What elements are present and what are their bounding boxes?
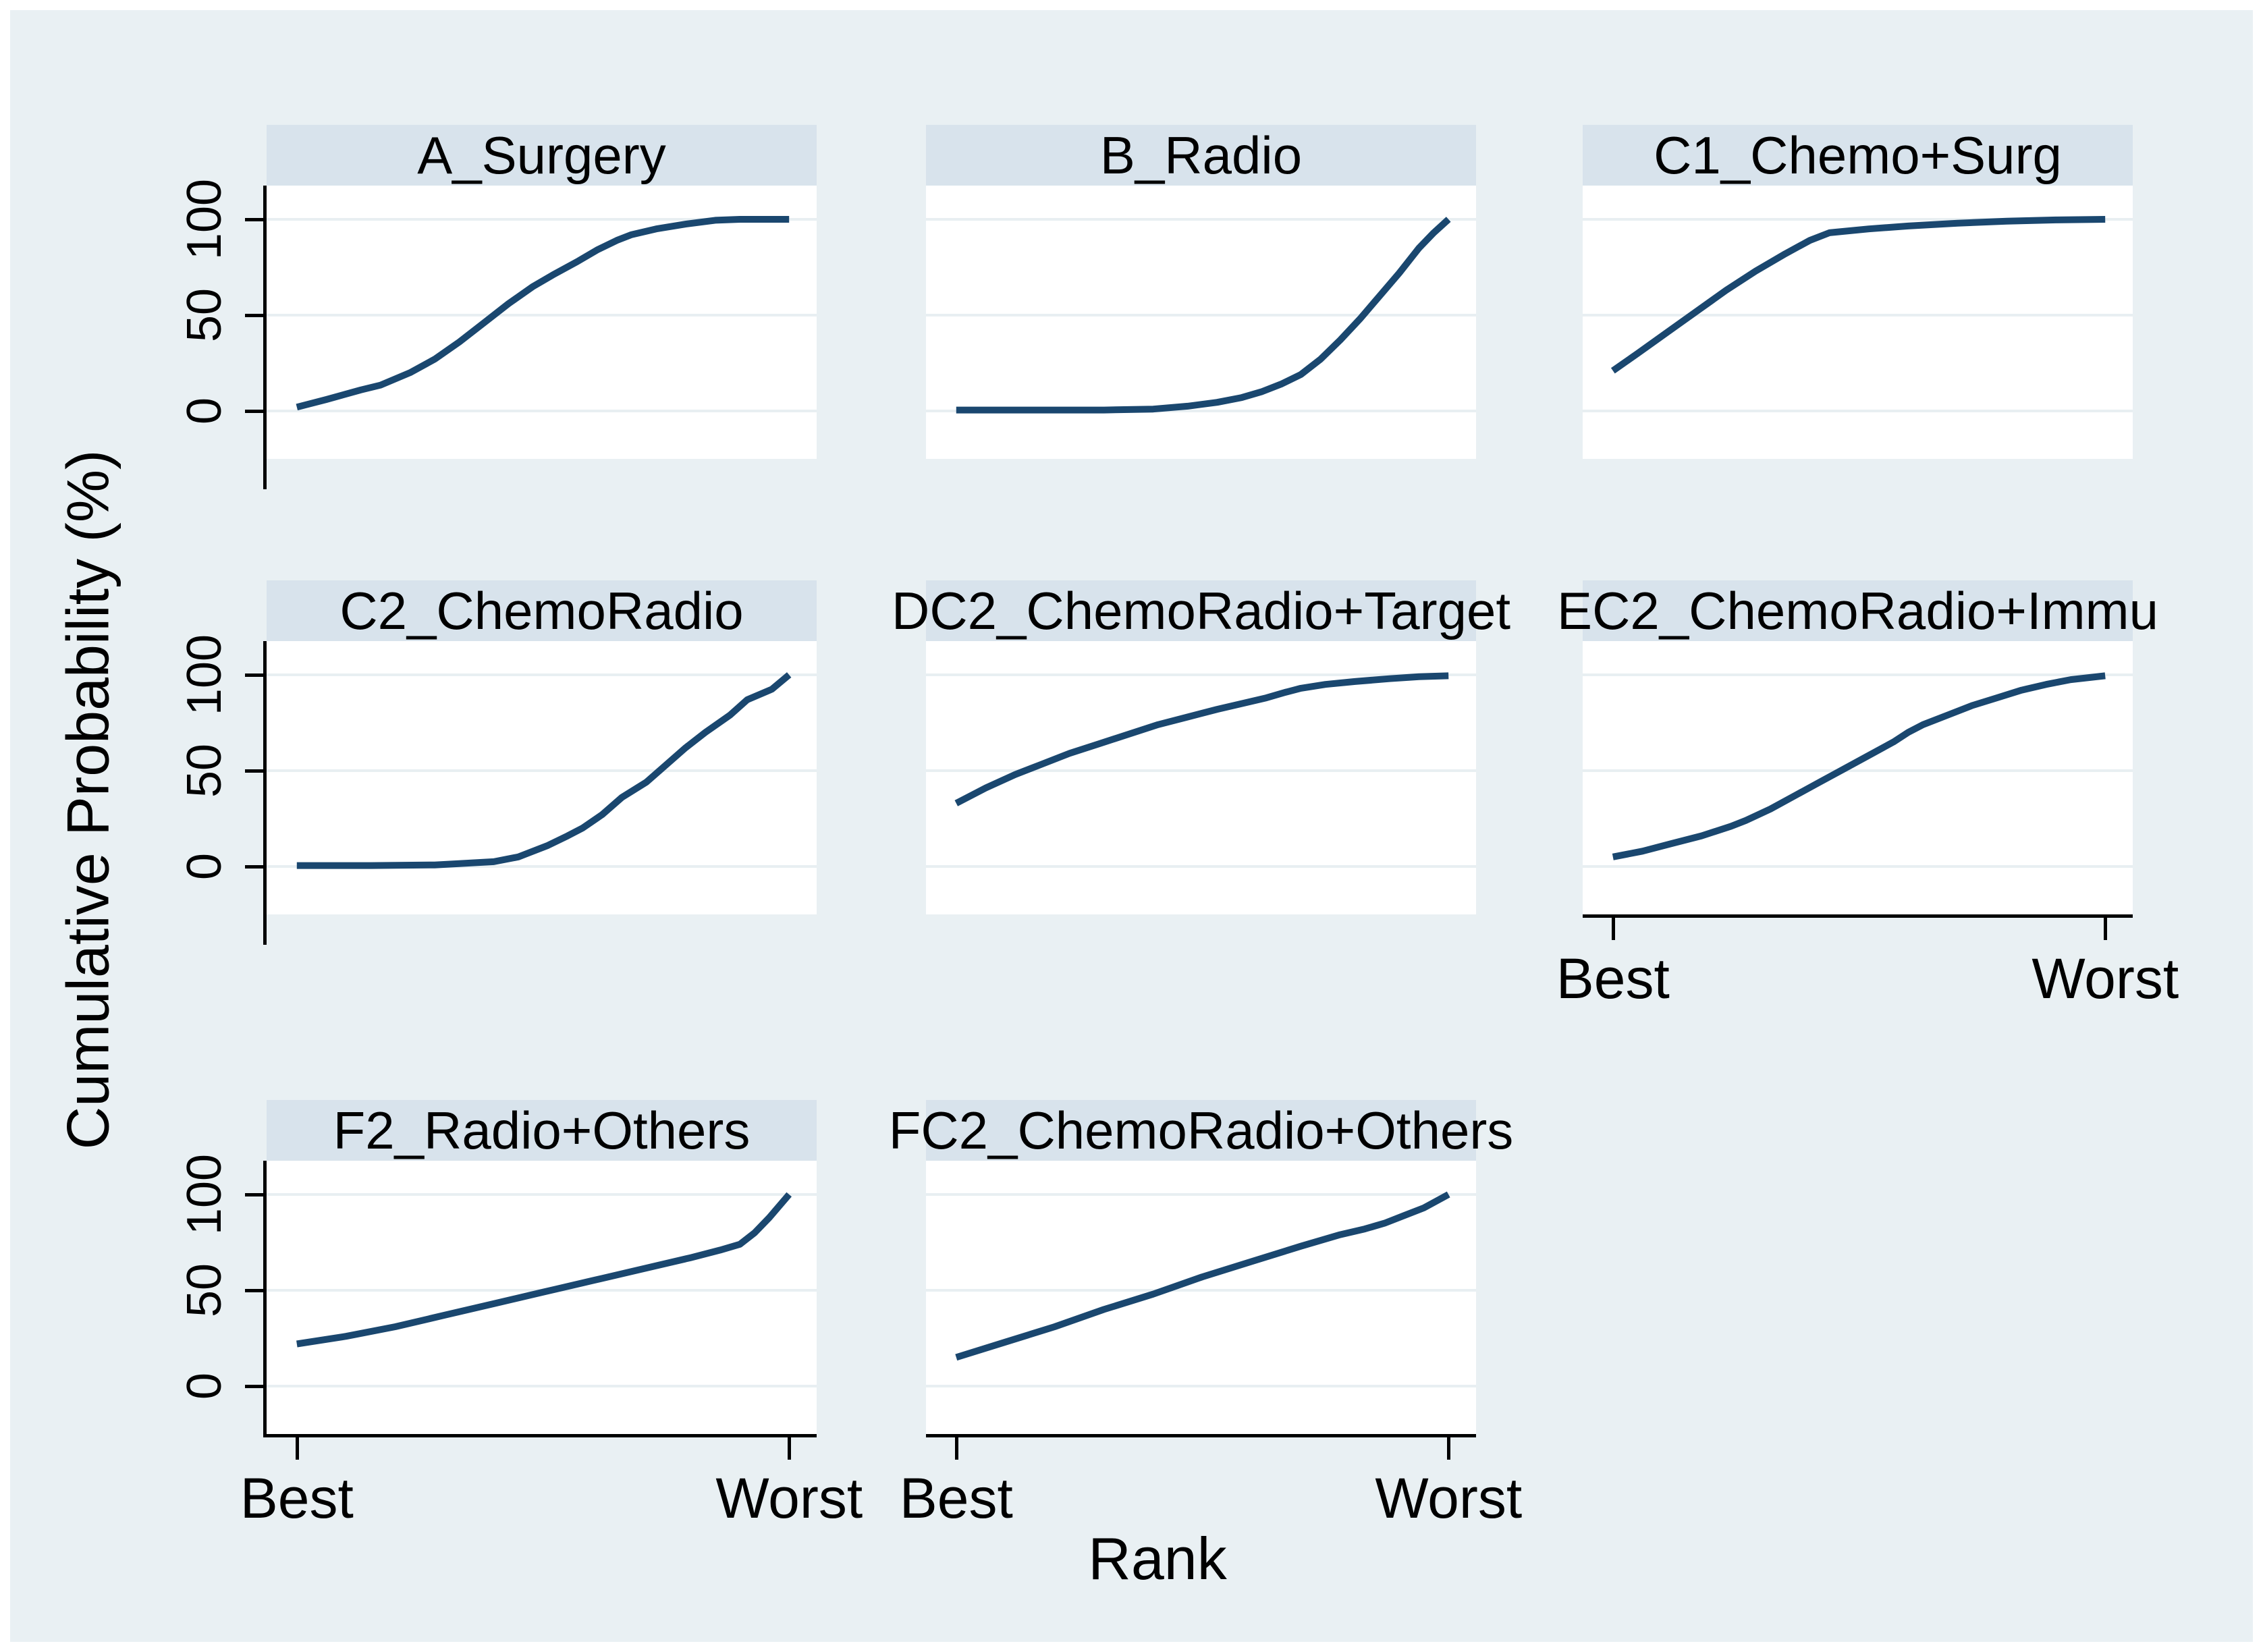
cumulative-probability-curve — [267, 1192, 817, 1387]
figure-canvas: Cumulative Probability (%) Rank A_Surger… — [10, 10, 2253, 1642]
plot-area: 100 50 0 — [178, 179, 817, 489]
panel-c2-chemoradio: C2_ChemoRadio 100 50 0 — [178, 580, 817, 945]
cumulative-probability-curve — [926, 672, 1476, 868]
panel-dc2-chemoradio-target: DC2_ChemoRadio+Target — [892, 580, 1510, 914]
curve-line — [296, 672, 792, 869]
panel-title: C2_ChemoRadio — [267, 580, 817, 641]
x-tick-best — [1611, 918, 1615, 940]
y-tick-100 — [245, 218, 264, 221]
curve-line — [1612, 672, 2106, 860]
y-tick-50 — [245, 769, 264, 773]
y-axis-line — [263, 641, 267, 945]
panel-title: FC2_ChemoRadio+Others — [888, 1100, 1514, 1161]
plot-area — [926, 186, 1476, 459]
panel-title: A_Surgery — [267, 125, 817, 186]
y-axis-line — [263, 1161, 267, 1437]
y-tick-0 — [245, 410, 264, 413]
curve-line — [954, 672, 1449, 806]
x-axis-title-text: Rank — [1088, 1525, 1227, 1592]
plot-area: Best Worst — [1556, 641, 2179, 1010]
y-tick-0 — [245, 1385, 264, 1388]
curve-line — [956, 217, 1451, 414]
y-axis-title-text: Cumulative Probability (%) — [54, 449, 121, 1150]
panel-title: EC2_ChemoRadio+Immu — [1557, 580, 2158, 641]
y-tick-50 — [245, 314, 264, 317]
x-axis-line — [1583, 914, 2133, 918]
y-axis-line — [263, 186, 267, 489]
panel-title: DC2_ChemoRadio+Target — [892, 580, 1510, 641]
plot-area — [1583, 186, 2133, 459]
x-axis-line — [267, 1434, 817, 1437]
x-tick-best — [954, 1437, 958, 1460]
panel-f2-radio-others: F2_Radio+Others 100 50 0 Best Worst — [178, 1100, 863, 1530]
panel-fc2-chemoradio-others: FC2_ChemoRadio+Others Best Worst — [888, 1100, 1522, 1530]
panel-b-radio: B_Radio — [926, 125, 1476, 459]
x-tick-worst — [788, 1437, 792, 1460]
cumulative-probability-curve — [267, 216, 817, 412]
x-tick-worst — [2104, 918, 2108, 940]
cumulative-probability-curve — [267, 672, 817, 869]
cumulative-probability-curve — [1583, 216, 2133, 412]
panel-c1-chemo-surg: C1_Chemo+Surg — [1583, 125, 2133, 459]
plot-area — [926, 641, 1476, 914]
x-tick-worst — [1447, 1437, 1451, 1460]
curve-line — [955, 1191, 1450, 1361]
cumulative-probability-curve — [1583, 672, 2133, 868]
panel-title: B_Radio — [926, 125, 1476, 186]
curve-line — [296, 1192, 792, 1348]
plot-area: Best Worst — [900, 1161, 1522, 1530]
x-axis-line — [926, 1434, 1476, 1437]
curve-line — [1610, 216, 2106, 374]
panel-title: C1_Chemo+Surg — [1583, 125, 2133, 186]
panel-ec2-chemoradio-immu: EC2_ChemoRadio+Immu Best Worst — [1556, 580, 2179, 1010]
x-tick-best — [295, 1437, 299, 1460]
plot-area: 100 50 0 — [178, 634, 817, 945]
curve-line — [296, 216, 790, 411]
panel-title: F2_Radio+Others — [267, 1100, 817, 1161]
cumulative-probability-curve — [926, 217, 1476, 414]
plot-area: 100 50 0 Best Worst — [178, 1153, 863, 1530]
y-tick-100 — [245, 1193, 264, 1196]
y-tick-0 — [245, 865, 264, 869]
y-tick-100 — [245, 673, 264, 677]
panel-a-surgery: A_Surgery 100 50 0 — [178, 125, 817, 489]
y-tick-50 — [245, 1289, 264, 1292]
cumulative-probability-curve — [926, 1191, 1476, 1387]
